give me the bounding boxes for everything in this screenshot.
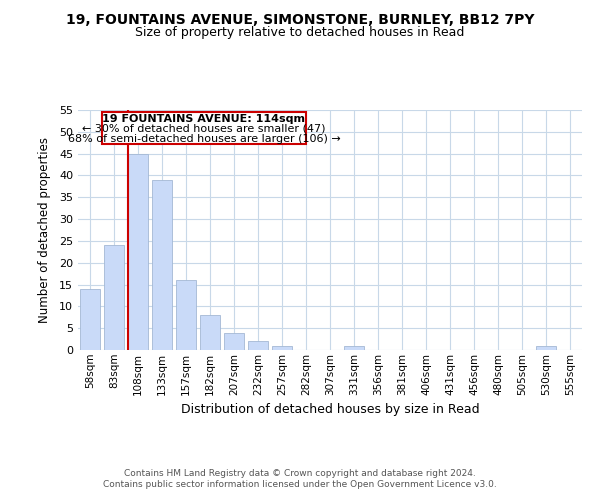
Bar (176, 280, 196, 350)
Text: Contains public sector information licensed under the Open Government Licence v3: Contains public sector information licen… (103, 480, 497, 489)
Bar (200, 315, 220, 350)
Y-axis label: Number of detached properties: Number of detached properties (38, 137, 50, 323)
FancyBboxPatch shape (102, 112, 306, 144)
Bar (272, 346, 292, 350)
Bar (128, 154, 148, 350)
Bar (344, 346, 364, 350)
Bar (224, 332, 244, 350)
Text: 68% of semi-detached houses are larger (106) →: 68% of semi-detached houses are larger (… (68, 134, 340, 143)
Text: Size of property relative to detached houses in Read: Size of property relative to detached ho… (136, 26, 464, 39)
Text: Contains HM Land Registry data © Crown copyright and database right 2024.: Contains HM Land Registry data © Crown c… (124, 468, 476, 477)
Text: 19 FOUNTAINS AVENUE: 114sqm: 19 FOUNTAINS AVENUE: 114sqm (103, 114, 305, 124)
Bar (536, 346, 556, 350)
Bar (152, 180, 172, 350)
X-axis label: Distribution of detached houses by size in Read: Distribution of detached houses by size … (181, 403, 479, 416)
Bar (80, 289, 100, 350)
Bar (248, 342, 268, 350)
Text: ← 30% of detached houses are smaller (47): ← 30% of detached houses are smaller (47… (82, 124, 326, 134)
Text: 19, FOUNTAINS AVENUE, SIMONSTONE, BURNLEY, BB12 7PY: 19, FOUNTAINS AVENUE, SIMONSTONE, BURNLE… (66, 12, 534, 26)
Bar (104, 246, 124, 350)
